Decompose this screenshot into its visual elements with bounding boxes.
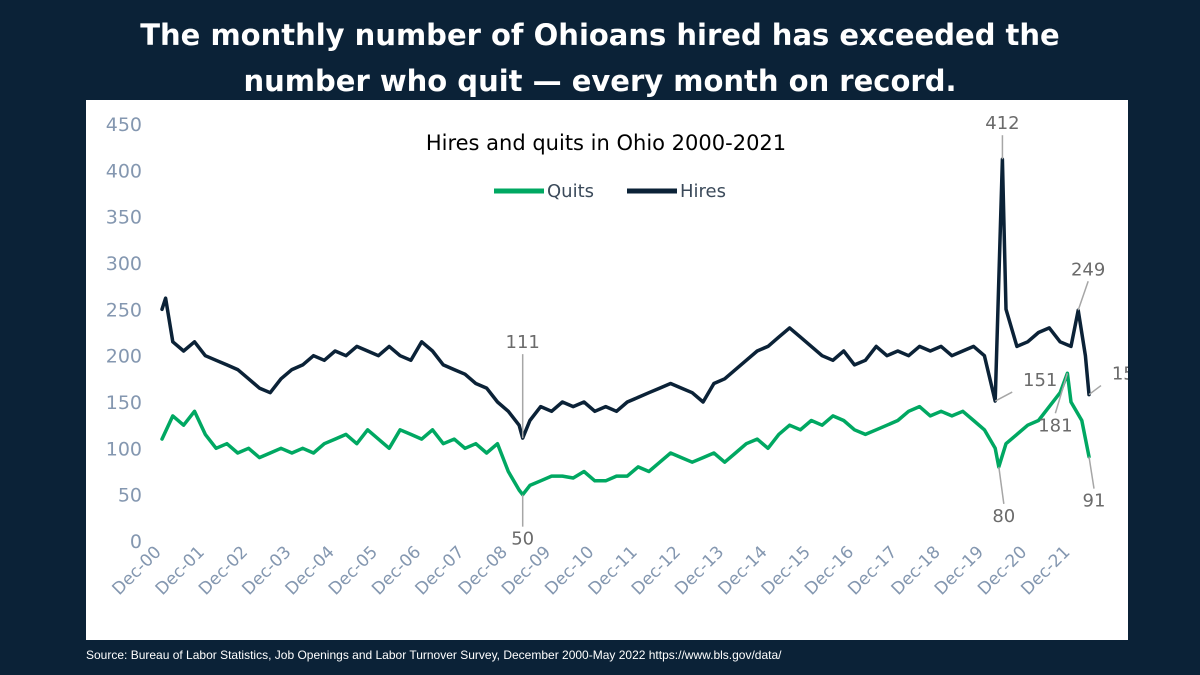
annotation-label: 249 [1071, 259, 1105, 280]
y-tick-label: 250 [106, 299, 142, 321]
annotation-leader [1077, 281, 1089, 311]
y-tick-label: 350 [106, 207, 142, 229]
annotation-leader [994, 391, 1013, 402]
annotation-leader [1054, 373, 1069, 414]
annotation-label: 181 [1038, 415, 1072, 436]
annotation-leader [1088, 384, 1102, 396]
y-tick-label: 0 [130, 531, 142, 553]
chart-title: Hires and quits in Ohio 2000-2021 [426, 131, 786, 155]
annotation-label: 111 [506, 332, 540, 353]
chart-panel: 0 50 100 150 200 250 300 350 400 450 Dec-00 Dec-01 D… [86, 100, 1128, 640]
y-tick-label: 300 [106, 253, 142, 275]
y-tick-label: 200 [106, 346, 142, 368]
headline-line-1: The monthly number of Ohioans hired has … [140, 18, 1060, 52]
source-note: Source: Bureau of Labor Statistics, Job … [86, 648, 782, 662]
annotation-label: 50 [511, 529, 534, 550]
annotation-label: 151 [1023, 370, 1057, 391]
y-tick-label: 150 [106, 392, 142, 414]
headline-line-2: number who quit — every month on record. [243, 64, 957, 98]
annotation-label: 80 [992, 506, 1015, 527]
y-tick-label: 400 [106, 160, 142, 182]
y-tick-label: 450 [106, 114, 142, 136]
y-tick-label: 50 [118, 485, 142, 507]
annotation-leader [1088, 456, 1095, 489]
legend-label: Quits [547, 181, 594, 202]
annotation-leader [998, 466, 1005, 504]
annotation-label: 412 [985, 113, 1019, 134]
x-tick-label: Dec-21 [1017, 542, 1074, 599]
annotation-label: 158 [1112, 364, 1128, 385]
legend-label: Hires [680, 181, 726, 202]
y-tick-label: 100 [106, 438, 142, 460]
series-line-quits [160, 371, 1091, 497]
series-line-hires [160, 157, 1091, 440]
headline: The monthly number of Ohioans hired has … [0, 12, 1200, 104]
line-chart: 050100150200250300350400450Dec-00Dec-01D… [106, 113, 1128, 599]
annotation-label: 91 [1083, 491, 1106, 512]
